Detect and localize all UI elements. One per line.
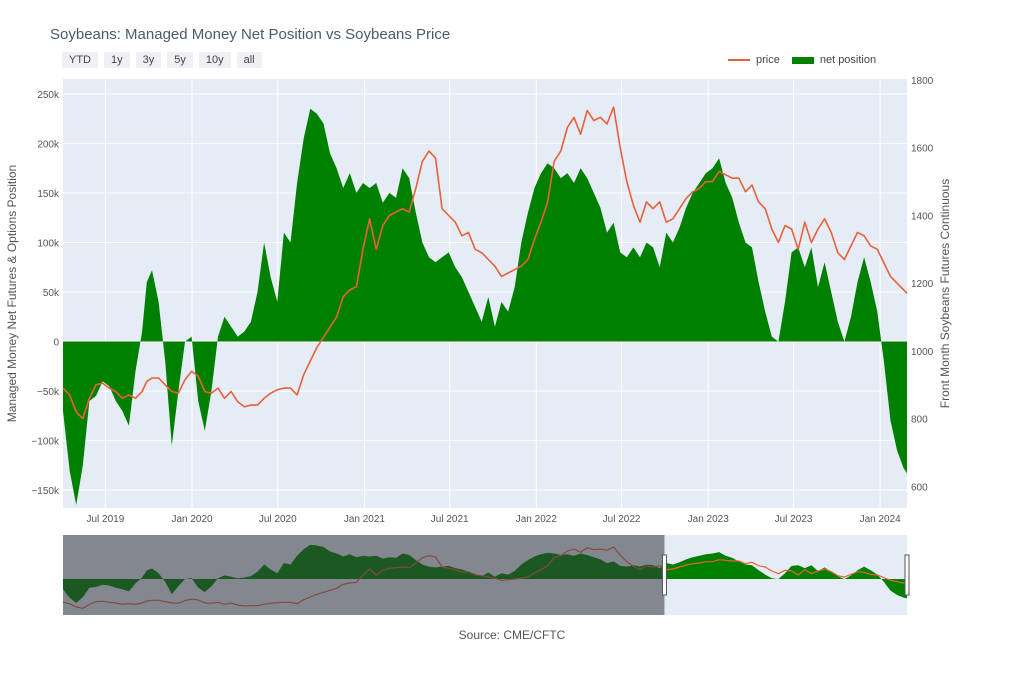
y-tick-label: −50k <box>37 387 60 398</box>
plot-area <box>63 79 907 508</box>
legend-label-price: price <box>756 54 780 66</box>
y2-axis-title: Front Month Soybeans Futures Continuous <box>938 179 952 408</box>
y-tick-label: 50k <box>43 288 60 299</box>
price-line <box>62 106 908 420</box>
legend: price net position <box>728 54 876 66</box>
legend-swatch-net-position <box>791 56 814 64</box>
slider-net-position-area <box>63 544 907 603</box>
y2-tick-label: 1400 <box>911 211 934 222</box>
x-tick-label: Jan 2021 <box>344 514 386 525</box>
slider-handle-right[interactable] <box>904 554 910 596</box>
y-tick-label: −100k <box>31 437 60 448</box>
x-tick-label: Jan 2024 <box>860 514 902 525</box>
y2-tick-label: 800 <box>911 415 928 426</box>
legend-item-net-position[interactable]: net position <box>791 54 877 66</box>
range-slider[interactable] <box>0 520 1024 630</box>
range-button-3y[interactable]: 3y <box>135 52 162 68</box>
y-axis-title: Managed Money Net Futures & Options Posi… <box>5 165 19 422</box>
range-button-all[interactable]: all <box>236 52 262 68</box>
y-tick-label: 200k <box>37 139 60 150</box>
net-position-area <box>63 108 907 505</box>
x-tick-label: Jan 2020 <box>171 514 213 525</box>
main-chart[interactable]: 250k 200k 150k 100k 50k 0 −50k −100k −150k Jul 20… <box>0 0 1024 530</box>
range-button-5y[interactable]: 5y <box>167 52 193 68</box>
x-tick-label: Jan 2022 <box>516 514 558 525</box>
x-tick-label: Jul 2019 <box>86 514 124 525</box>
y-tick-label: −150k <box>31 486 60 497</box>
legend-item-price[interactable]: price <box>728 54 780 66</box>
range-button-10y[interactable]: 10y <box>198 52 231 68</box>
x-tick-label: Jul 2022 <box>603 514 641 525</box>
x-tick-label: Jul 2023 <box>775 514 813 525</box>
x-tick-label: Jan 2023 <box>688 514 730 525</box>
y2-tick-label: 1800 <box>911 76 934 87</box>
slider-mask <box>63 535 665 615</box>
y-tick-label: 150k <box>37 189 60 200</box>
y-tick-label: 0 <box>53 338 59 349</box>
slider-handle-left[interactable] <box>661 554 667 596</box>
legend-label-net-position: net position <box>819 54 877 66</box>
y2-tick-label: 1600 <box>911 144 934 155</box>
y2-tick-label: 600 <box>911 482 928 493</box>
x-tick-label: Jul 2020 <box>259 514 297 525</box>
legend-swatch-price <box>728 59 750 61</box>
y-tick-label: 250k <box>37 90 60 101</box>
y2-tick-label: 1200 <box>911 279 934 290</box>
y-tick-label: 100k <box>37 238 60 249</box>
source-note: Source: CME/CFTC <box>458 628 566 642</box>
range-button-1y[interactable]: 1y <box>104 52 130 68</box>
y2-tick-label: 1000 <box>911 347 934 358</box>
chart-title: Soybeans: Managed Money Net Position vs … <box>50 26 451 43</box>
x-tick-label: Jul 2021 <box>431 514 469 525</box>
range-button-ytd[interactable]: YTD <box>62 52 98 68</box>
range-selector: YTD 1y 3y 5y 10y all <box>62 52 262 68</box>
